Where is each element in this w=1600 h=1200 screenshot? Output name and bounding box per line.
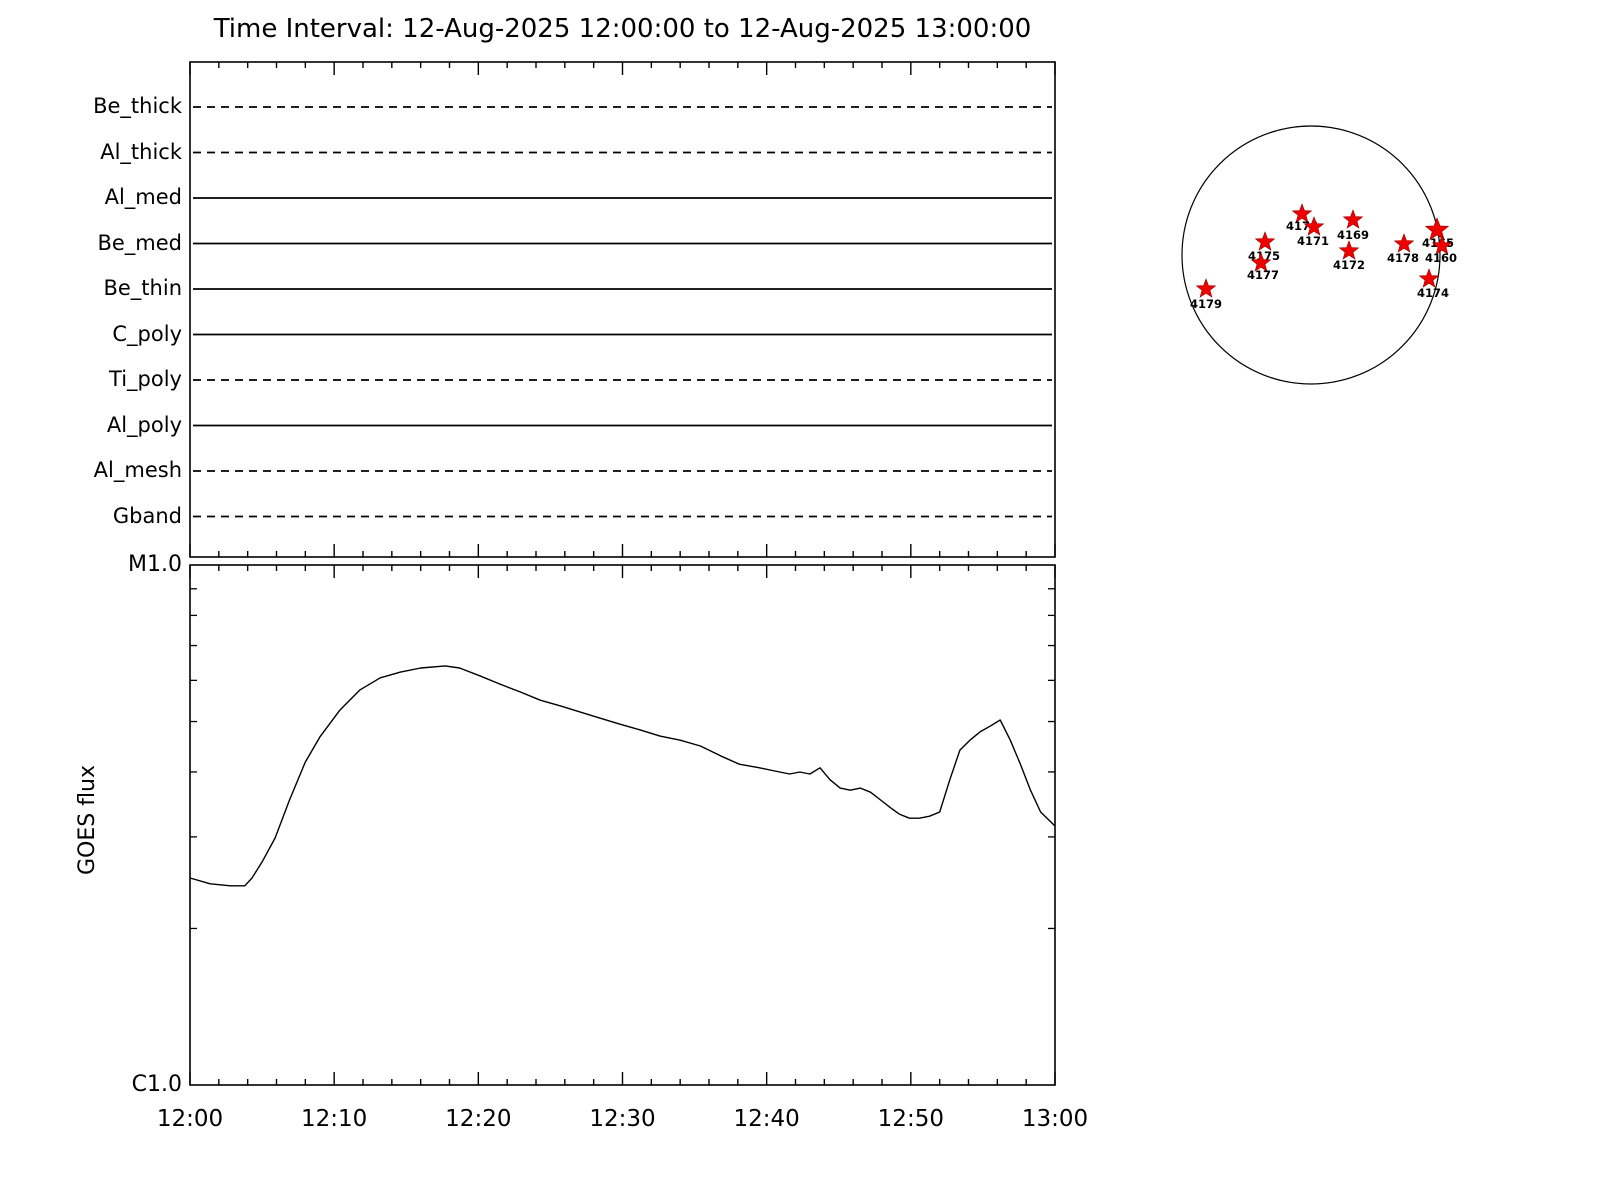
active-region-star-4172 xyxy=(1338,240,1360,260)
active-region-star-4169 xyxy=(1342,209,1364,229)
filter-label-Al_thick: Al_thick xyxy=(100,139,182,164)
active-region-label-4174: 4174 xyxy=(1417,286,1449,300)
active-region-star-4178 xyxy=(1393,233,1415,253)
active-region-star-4177 xyxy=(1250,252,1272,272)
goes-axis-title: GOES flux xyxy=(75,764,100,876)
goes-panel-frame xyxy=(189,564,1056,1086)
filter-label-Al_mesh: Al_mesh xyxy=(93,458,182,482)
x-tick-label-12:40: 12:40 xyxy=(733,1106,800,1132)
active-region-star-4179 xyxy=(1195,278,1217,298)
active-region-star-4174 xyxy=(1418,268,1440,288)
filter-label-Ti_poly: Ti_poly xyxy=(109,367,182,391)
active-region-label-4179: 4179 xyxy=(1190,297,1222,311)
filter-label-Be_med: Be_med xyxy=(97,230,182,255)
active-region-star-4175 xyxy=(1254,231,1276,251)
x-tick-label-12:20: 12:20 xyxy=(445,1106,512,1132)
filter-label-C_poly: C_poly xyxy=(112,321,182,346)
active-region-label-4171: 4171 xyxy=(1297,234,1329,248)
solar-limb xyxy=(1181,125,1441,385)
active-region-star-4171 xyxy=(1303,216,1325,236)
goes-flux-curve xyxy=(189,665,1056,887)
x-tick-label-12:50: 12:50 xyxy=(877,1106,944,1132)
filter-label-Be_thick: Be_thick xyxy=(93,94,182,118)
active-region-label-4169: 4169 xyxy=(1337,228,1369,242)
filter-panel-frame xyxy=(189,61,1056,558)
goes-y-top-label: M1.0 xyxy=(128,552,182,577)
goes-y-bottom-label: C1.0 xyxy=(131,1072,182,1097)
active-region-label-4172: 4172 xyxy=(1333,258,1365,272)
filter-label-Gband: Gband xyxy=(112,503,182,528)
filter-label-Al_poly: Al_poly xyxy=(106,412,182,437)
x-tick-label-12:00: 12:00 xyxy=(156,1106,224,1132)
filter-label-Al_med: Al_med xyxy=(104,185,182,209)
filter-label-Be_thin: Be_thin xyxy=(103,276,182,300)
active-region-label-4177: 4177 xyxy=(1247,268,1279,282)
x-tick-label-13:00: 13:00 xyxy=(1021,1106,1089,1132)
active-region-star-4160 xyxy=(1431,235,1453,255)
active-region-star-4165 xyxy=(1424,217,1450,241)
x-tick-label-12:30: 12:30 xyxy=(589,1106,656,1132)
active-region-label-4160: 4160 xyxy=(1425,251,1457,265)
x-tick-label-12:10: 12:10 xyxy=(301,1106,368,1132)
active-region-star-4176 xyxy=(1291,203,1313,223)
page-title: Time Interval: 12-Aug-2025 12:00:00 to 1… xyxy=(213,14,1032,44)
active-region-label-4178: 4178 xyxy=(1387,251,1419,265)
